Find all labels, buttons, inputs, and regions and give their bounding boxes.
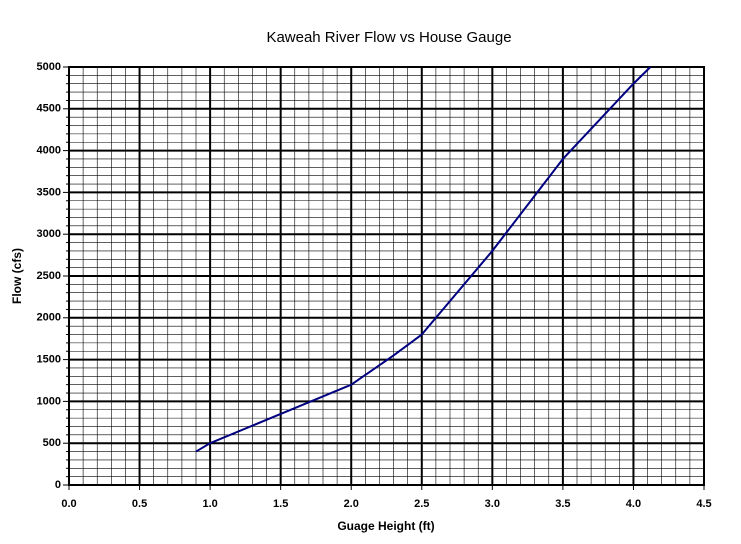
x-tick-label: 0.5 xyxy=(132,498,147,510)
x-tick-label: 2.5 xyxy=(414,498,429,510)
x-tick-label: 1.5 xyxy=(273,498,288,510)
x-tick-label: 0.0 xyxy=(61,498,76,510)
plot-frame xyxy=(68,66,705,486)
y-tick-label: 1000 xyxy=(37,395,61,407)
x-tick-label: 3.0 xyxy=(485,498,500,510)
y-tick-label: 2000 xyxy=(37,312,61,324)
x-axis-label: Guage Height (ft) xyxy=(337,519,434,533)
y-tick-label: 3000 xyxy=(37,228,61,240)
chart-title: Kaweah River Flow vs House Gauge xyxy=(266,29,511,46)
x-tick-label: 4.5 xyxy=(696,498,711,510)
y-tick-label: 0 xyxy=(55,479,61,491)
data-line xyxy=(195,66,652,453)
y-tick-label: 3500 xyxy=(37,186,61,198)
y-tick-label: 2500 xyxy=(37,270,61,282)
x-tick-label: 3.5 xyxy=(555,498,570,510)
y-tick-label: 4500 xyxy=(37,103,61,115)
y-axis-label: Flow (cfs) xyxy=(10,248,24,304)
x-tick-label: 1.0 xyxy=(202,498,217,510)
x-tick-label: 4.0 xyxy=(626,498,641,510)
y-tick-label: 1500 xyxy=(37,354,61,366)
y-tick-label: 4000 xyxy=(37,145,61,157)
y-tick-label: 500 xyxy=(43,437,61,449)
x-tick-label: 2.0 xyxy=(344,498,359,510)
y-tick-label: 5000 xyxy=(37,61,61,73)
